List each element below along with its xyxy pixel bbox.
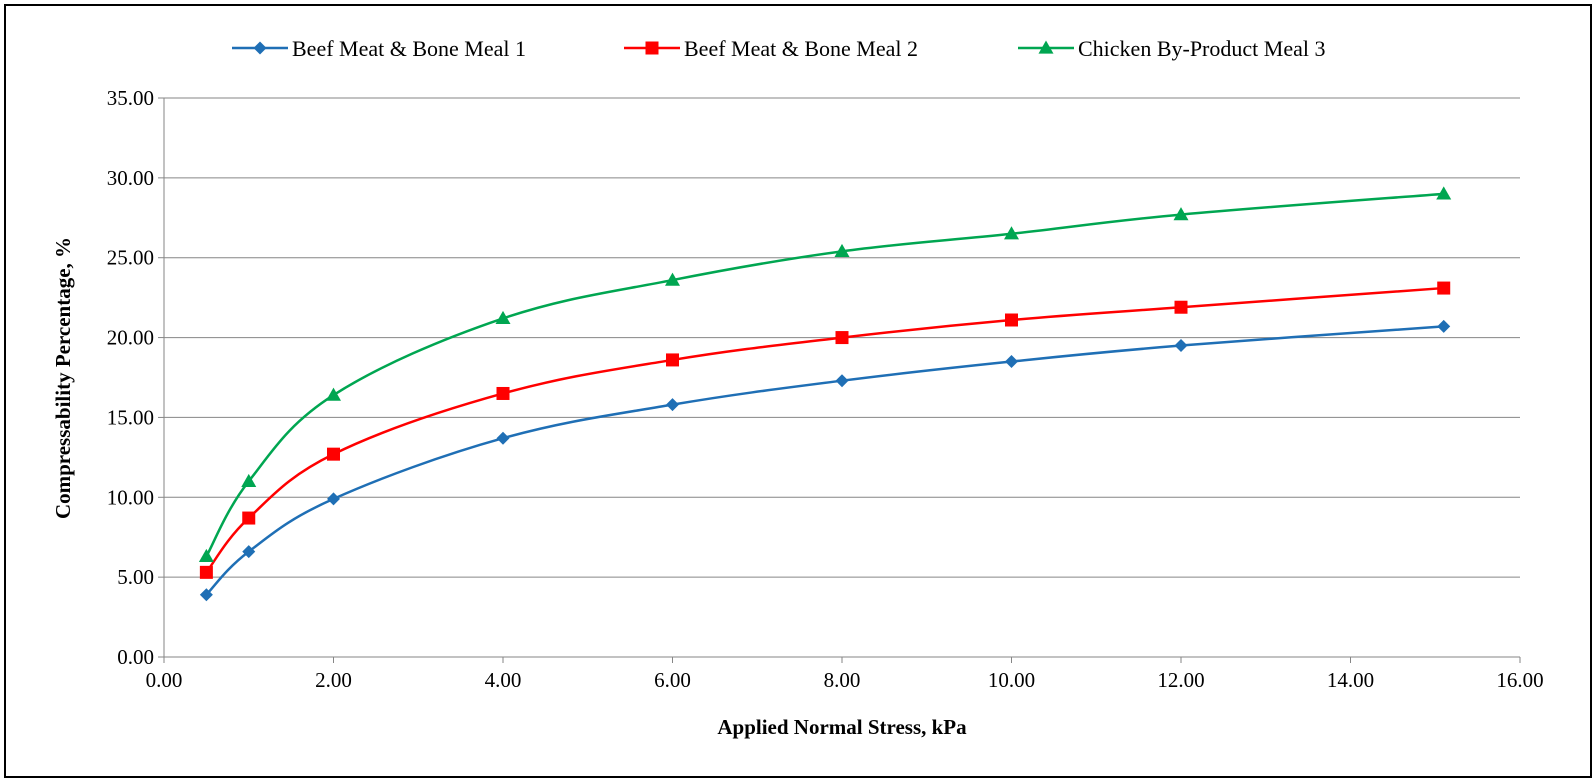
series-2: [199, 281, 1451, 579]
data-point: [835, 374, 849, 388]
y-tick-labels: 0.00 5.00 10.00 15.00 20.00 25.00 30.00 35.00: [107, 86, 154, 669]
data-point: [1173, 207, 1189, 221]
data-point: [326, 387, 341, 401]
y-tick-label: 15.00: [107, 405, 154, 429]
series-line: [205, 192, 1444, 557]
data-point: [327, 492, 340, 506]
x-axis-title: Applied Normal Stress, kPa: [717, 715, 967, 739]
data-point: [666, 353, 679, 367]
x-tick-label: 6.00: [654, 668, 691, 692]
series-layer: [198, 186, 1452, 602]
x-tick-label: 0.00: [146, 668, 183, 692]
x-tick-label: 10.00: [988, 668, 1035, 692]
data-point: [327, 447, 340, 461]
x-tick-label: 14.00: [1327, 668, 1374, 692]
legend: Beef Meat & Bone Meal 1 Beef Meat & Bone …: [232, 36, 1325, 61]
series-line: [205, 286, 1444, 574]
gridlines: [164, 97, 1520, 578]
x-tick-label: 12.00: [1157, 668, 1204, 692]
data-point: [1005, 313, 1018, 327]
data-point: [496, 431, 510, 445]
legend-item: Beef Meat & Bone Meal 1: [232, 36, 526, 61]
data-point: [1437, 281, 1451, 295]
data-point: [665, 272, 680, 286]
data-point: [1436, 186, 1452, 200]
data-point: [198, 548, 214, 563]
line-chart: Beef Meat & Bone Meal 1 Beef Meat & Bone …: [51, 36, 1544, 739]
x-tick-label: 16.00: [1496, 668, 1543, 692]
y-tick-label: 20.00: [107, 326, 154, 350]
data-point: [241, 473, 257, 487]
legend-label: Chicken By-Product Meal 3: [1078, 36, 1325, 61]
x-tick-label: 2.00: [315, 668, 352, 692]
y-tick-label: 35.00: [107, 86, 154, 110]
legend-item: Chicken By-Product Meal 3: [1018, 36, 1325, 61]
series-line: [205, 325, 1444, 596]
data-point: [242, 545, 256, 559]
legend-item: Beef Meat & Bone Meal 2: [624, 36, 918, 61]
legend-marker: [253, 41, 267, 55]
data-point: [835, 331, 849, 345]
y-tick-label: 30.00: [107, 166, 154, 190]
y-axis-title: Compressability Percentage, %: [51, 237, 75, 519]
series-1: [199, 319, 1451, 602]
data-point: [666, 398, 679, 412]
data-point: [199, 588, 213, 602]
legend-marker: [1038, 40, 1054, 54]
series-3: [198, 186, 1452, 563]
axes: [158, 97, 1521, 663]
data-point: [1174, 300, 1188, 314]
data-point: [1004, 226, 1019, 240]
data-point: [1437, 319, 1451, 333]
legend-label: Beef Meat & Bone Meal 2: [684, 36, 918, 61]
legend-label: Beef Meat & Bone Meal 1: [292, 36, 526, 61]
legend-marker: [645, 41, 659, 55]
y-tick-label: 0.00: [117, 645, 154, 669]
data-point: [496, 386, 510, 400]
data-point: [242, 511, 256, 525]
data-point: [834, 243, 850, 257]
x-tick-label: 8.00: [824, 668, 861, 692]
y-tick-label: 25.00: [107, 246, 154, 270]
data-point: [199, 565, 213, 579]
chart-frame: Beef Meat & Bone Meal 1 Beef Meat & Bone …: [4, 4, 1592, 778]
x-tick-label: 4.00: [485, 668, 522, 692]
data-point: [1174, 339, 1188, 353]
data-point: [1005, 355, 1018, 369]
y-tick-label: 5.00: [117, 565, 154, 589]
data-point: [495, 310, 511, 325]
x-tick-labels: 0.00 2.00 4.00 6.00 8.00 10.00 12.00 14.00 16.00: [146, 668, 1544, 692]
y-tick-label: 10.00: [107, 485, 154, 509]
